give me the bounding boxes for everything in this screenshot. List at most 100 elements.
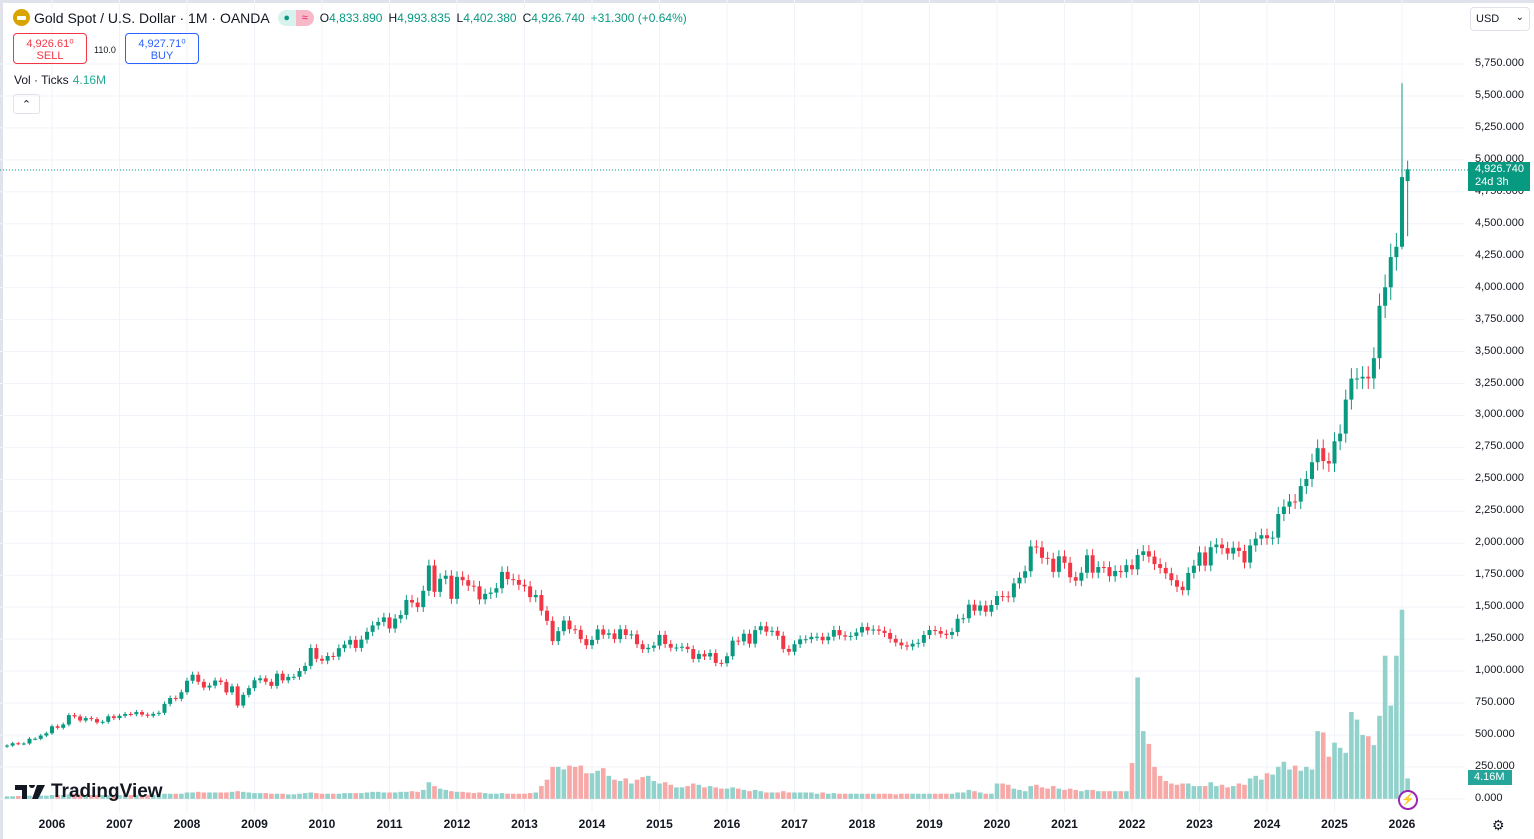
price-axis-label: 5,250.000 — [1475, 120, 1524, 133]
candle-body — [1186, 572, 1191, 591]
volume-bar — [314, 793, 319, 799]
symbol-title[interactable]: Gold Spot / U.S. Dollar · 1M · OANDA — [34, 9, 270, 26]
volume-bar — [122, 795, 128, 799]
price-axis-label: 5,500.000 — [1475, 88, 1524, 101]
volume-bar — [77, 794, 83, 799]
volume-bar — [1304, 766, 1309, 799]
volume-bar — [1135, 677, 1140, 799]
candle-body — [61, 724, 66, 728]
tradingview-logo-icon — [15, 785, 45, 799]
volume-bar — [1107, 791, 1112, 799]
candle-body — [635, 634, 639, 645]
ohlc-values: O4,833.890 H4,993.835 L4,402.380 C4,926.740… — [319, 10, 687, 25]
volume-bar — [735, 788, 741, 799]
candle-body — [1152, 556, 1157, 565]
volume-bar — [690, 783, 696, 799]
volume-bar — [1174, 784, 1180, 799]
volume-legend[interactable]: Vol · Ticks 4.16M — [14, 73, 107, 87]
sell-button[interactable]: 4,926.61⁰ SELL — [13, 33, 87, 64]
candle-body — [826, 636, 831, 641]
volume-bar — [336, 793, 342, 799]
candle-body — [595, 629, 600, 640]
price-axis-label: 1,250.000 — [1475, 632, 1524, 645]
candle-body — [1332, 441, 1337, 464]
candle-body — [1377, 305, 1382, 359]
candle-body — [1130, 565, 1134, 570]
candle-body — [590, 639, 594, 646]
candle-body — [331, 655, 336, 657]
candle-body — [432, 565, 437, 592]
candle-body — [882, 630, 887, 633]
candle-body — [325, 655, 330, 661]
candle-body — [230, 686, 234, 693]
volume-bar — [465, 792, 471, 799]
volume-bar — [218, 792, 224, 799]
candle-body — [910, 643, 915, 647]
currency-select[interactable]: USD ⌄ — [1470, 7, 1530, 31]
candle-body — [899, 642, 904, 646]
candle-body — [365, 631, 369, 640]
price-axis-label: 250.000 — [1475, 759, 1515, 772]
candle-body — [955, 618, 960, 633]
buy-button[interactable]: 4,927.71⁰ BUY — [125, 33, 199, 64]
volume-bar — [904, 793, 910, 799]
candle-body — [348, 639, 353, 645]
volume-bar — [1247, 778, 1253, 799]
volume-bar — [1309, 769, 1315, 799]
candle-body — [1056, 556, 1061, 572]
candle-body — [1287, 501, 1292, 507]
candle-body — [567, 620, 572, 630]
candle-body — [1124, 565, 1129, 573]
volume-bar — [1028, 786, 1034, 799]
candle-body — [944, 633, 949, 635]
candle-body — [848, 635, 853, 637]
volume-bar — [825, 793, 831, 799]
volume-bar — [229, 791, 235, 799]
volume-bar — [612, 779, 617, 799]
collapse-legend-button[interactable]: ⌃ — [13, 94, 40, 114]
volume-bar — [955, 792, 960, 799]
candle-body — [837, 630, 842, 636]
price-axis-label: 2,250.000 — [1475, 504, 1524, 517]
volume-bar — [1011, 788, 1017, 799]
market-status-pill[interactable]: ● ≈ — [277, 9, 314, 26]
volume-bar — [1298, 770, 1304, 799]
tradingview-logo[interactable]: TradingView — [15, 781, 163, 803]
volume-bar — [342, 793, 347, 799]
volume-bar — [578, 765, 584, 799]
candle-body — [663, 634, 668, 644]
volume-bar — [499, 793, 505, 799]
volume-bar — [1152, 766, 1157, 799]
candle-body — [1180, 586, 1185, 591]
candle-body — [702, 653, 707, 657]
volume-bar — [387, 792, 392, 799]
candle-body — [809, 636, 814, 640]
candle-body — [477, 586, 482, 600]
price-axis-label: 500.000 — [1475, 727, 1515, 740]
candle-body — [719, 662, 724, 664]
volume-bar — [381, 792, 387, 799]
volume-bar — [1270, 774, 1275, 799]
volume-bar — [1124, 791, 1129, 799]
volume-bar — [1349, 711, 1354, 799]
volume-bar — [792, 792, 797, 799]
candle-body — [224, 682, 229, 693]
candle-body — [336, 648, 341, 657]
volume-bar — [1157, 775, 1163, 799]
candle-body — [629, 634, 634, 636]
lightning-icon[interactable]: ⚡ — [1398, 790, 1418, 810]
volume-bar — [1332, 742, 1337, 799]
candle-body — [550, 620, 555, 642]
candle-body — [927, 630, 932, 636]
candle-body — [983, 605, 988, 612]
candle-body — [1338, 433, 1343, 442]
candle-body — [764, 626, 769, 632]
volume-bar — [533, 792, 539, 799]
volume-bar — [702, 787, 707, 799]
settings-icon[interactable]: ⚙ — [1492, 817, 1505, 833]
candle-body — [1265, 535, 1269, 539]
candle-body — [1034, 546, 1039, 548]
volume-bar — [145, 795, 150, 799]
time-axis-label: 2022 — [1118, 817, 1146, 831]
